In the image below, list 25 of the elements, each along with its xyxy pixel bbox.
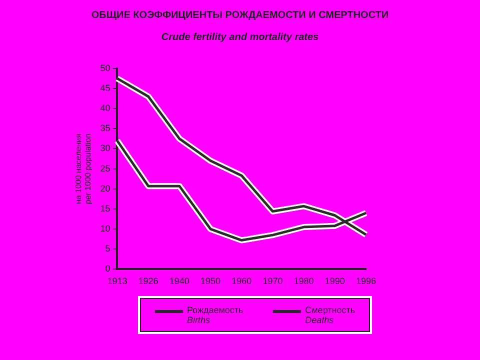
y-tick-label: 20 (100, 183, 110, 194)
chart-subtitle: Crude fertility and mortality rates (160, 32, 320, 43)
y-tick-label: 30 (100, 143, 110, 154)
y-tick-label: 45 (100, 82, 110, 93)
legend-label: Рождаемость Births (186, 305, 244, 325)
y-tick-label: 5 (105, 244, 110, 254)
y-tick-label: 25 (100, 163, 110, 174)
x-tick-label: 1996 (356, 276, 376, 286)
x-tick-label: 1990 (324, 276, 345, 286)
x-tick-label: 1970 (262, 276, 283, 286)
y-tick-label: 15 (100, 203, 110, 214)
y-tick-label: 0 (105, 264, 110, 274)
chart-title: ОБЩИЕ КОЭФФИЦИЕНТЫ РОЖДАЕМОСТИ И СМЕРТНОСТИ (90, 10, 390, 21)
x-tick-label: 1960 (232, 276, 252, 286)
x-tick-label: 1950 (200, 276, 221, 286)
x-tick-label: 1913 (107, 276, 128, 286)
x-tick-label: 1940 (169, 276, 190, 286)
y-tick-label: 35 (100, 123, 110, 134)
y-tick-label: 10 (100, 224, 110, 234)
y-tick-label: 50 (100, 62, 110, 73)
y-axis-title: на 1000 населения per 1000 population (74, 133, 93, 204)
x-tick-label: 1980 (294, 276, 314, 286)
x-tick-label: 1926 (138, 276, 158, 286)
y-tick-label: 40 (100, 103, 110, 114)
legend-label: Смертность Deaths (305, 305, 356, 325)
